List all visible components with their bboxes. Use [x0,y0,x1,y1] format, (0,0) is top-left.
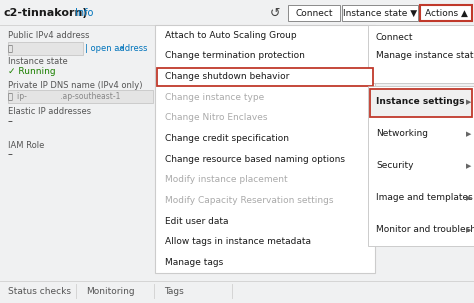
Text: Status checks: Status checks [8,288,71,297]
Text: Instance state: Instance state [8,58,68,66]
Text: Elastic IP addresses: Elastic IP addresses [8,108,91,116]
Text: Tags: Tags [164,288,184,297]
Text: Instance settings: Instance settings [376,98,465,106]
Text: ip-              .ap-southeast-1: ip- .ap-southeast-1 [17,92,120,101]
Bar [370,89,472,117]
Text: Private IP DNS name (IPv4 only): Private IP DNS name (IPv4 only) [8,81,143,89]
Bar [0,0,474,25]
Text: Change Nitro Enclaves: Change Nitro Enclaves [165,114,267,122]
Bar [157,68,373,86]
Text: Networking: Networking [376,129,428,138]
Text: c2-tinnakorn): c2-tinnakorn) [4,8,89,18]
Text: Connect: Connect [295,8,333,18]
Text: Connect: Connect [376,34,413,42]
Text: ▶: ▶ [466,195,471,201]
Bar [368,86,474,246]
Text: Change instance type: Change instance type [165,93,264,102]
Text: | open address: | open address [85,44,147,53]
Text: Modify Capacity Reservation settings: Modify Capacity Reservation settings [165,196,334,205]
Text: Monitoring: Monitoring [86,288,135,297]
Text: Modify instance placement: Modify instance placement [165,175,288,185]
Text: –: – [8,149,13,159]
Text: Manage instance state: Manage instance state [376,52,474,61]
Text: ▶: ▶ [466,227,471,233]
Text: ▶: ▶ [466,99,471,105]
Text: (default-subnet-1c) ↗: (default-subnet-1c) ↗ [310,171,401,179]
Text: Monitor and troubleshoot: Monitor and troubleshoot [376,225,474,235]
Text: ▶: ▶ [466,163,471,169]
Text: Change shutdown behavior: Change shutdown behavior [165,72,289,81]
Bar [420,5,472,21]
Text: ✓ Running: ✓ Running [8,66,55,75]
Text: Edit user data: Edit user data [165,217,228,226]
Text: Change termination protection: Change termination protection [165,52,305,61]
Text: IAM Role: IAM Role [8,141,45,149]
Text: Attach to Auto Scaling Group: Attach to Auto Scaling Group [165,31,297,40]
Text: Instance state ▼: Instance state ▼ [343,8,417,18]
Text: ▶: ▶ [466,131,471,137]
Text: ⎘: ⎘ [8,92,13,101]
Text: –: – [8,116,13,126]
Bar [288,5,340,21]
Text: ⎘: ⎘ [8,44,13,53]
Text: Change credit specification: Change credit specification [165,134,289,143]
Text: ↗: ↗ [118,45,124,52]
Bar [342,5,418,21]
Text: Allow tags in instance metadata: Allow tags in instance metadata [165,238,311,247]
Bar [8,42,83,55]
Text: default) ↗: default) ↗ [358,116,401,125]
Text: Info: Info [75,8,93,18]
Text: Actions ▲: Actions ▲ [425,8,467,18]
Bar [368,25,474,83]
Text: Image and templates: Image and templates [376,194,473,202]
Text: ↺: ↺ [270,6,281,19]
Text: Change resource based naming options: Change resource based naming options [165,155,345,164]
Text: Security: Security [376,161,413,171]
Text: Public IPv4 address: Public IPv4 address [8,32,90,41]
Text: Private IPv4 addresses: Private IPv4 addresses [240,32,336,41]
Text: Manage tags: Manage tags [165,258,223,267]
Bar [155,25,375,273]
Bar [8,90,153,103]
